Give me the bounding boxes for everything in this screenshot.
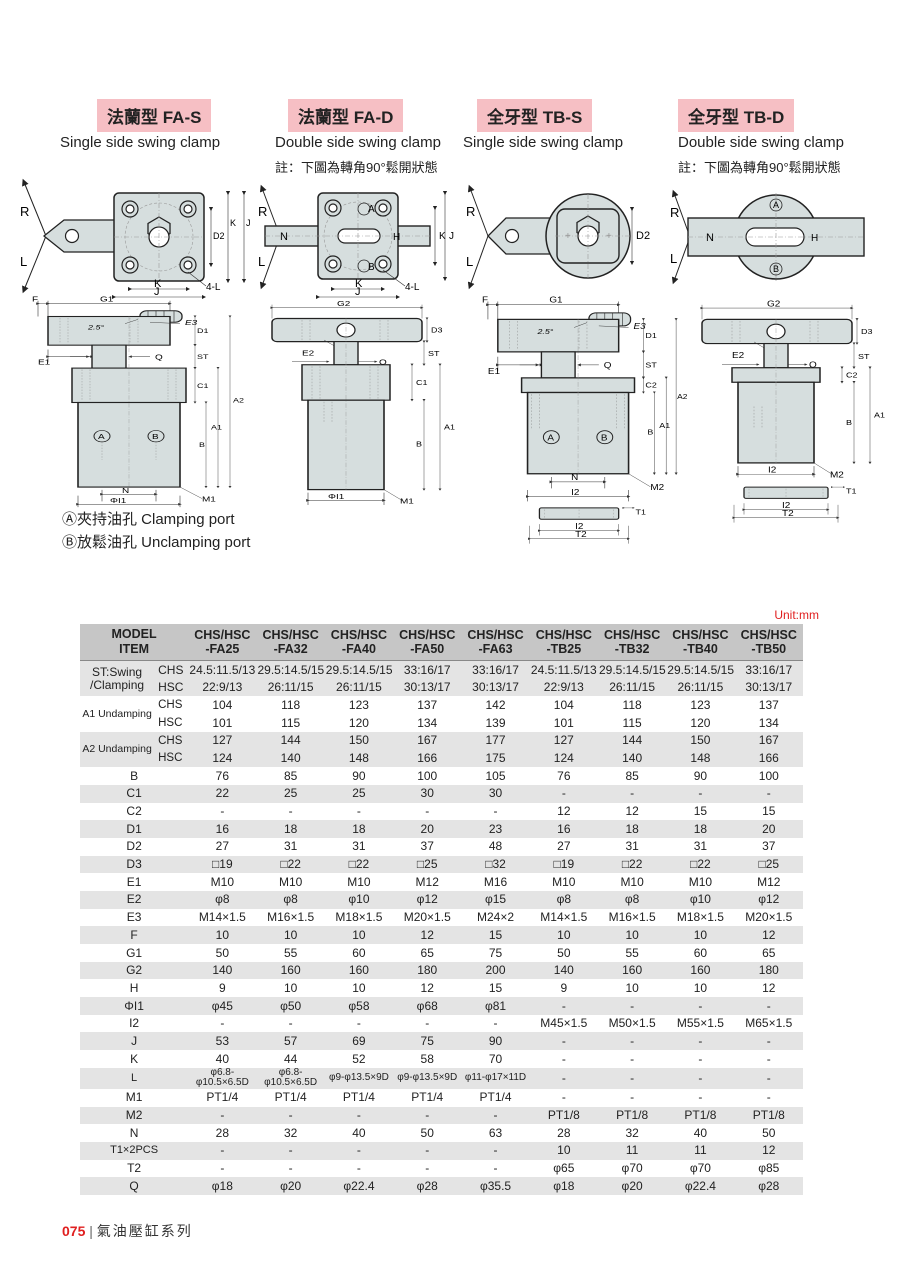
svg-text:Q: Q <box>155 353 163 361</box>
svg-text:L: L <box>466 254 473 269</box>
svg-text:C1: C1 <box>416 379 428 387</box>
svg-text:A: A <box>773 200 779 210</box>
svg-text:D3: D3 <box>861 328 873 336</box>
svg-text:+: + <box>565 231 571 242</box>
svg-text:D2: D2 <box>636 230 650 242</box>
svg-text:G2: G2 <box>337 300 350 308</box>
svg-text:M2: M2 <box>650 483 664 492</box>
svg-text:4-L: 4-L <box>206 282 221 293</box>
svg-text:E3: E3 <box>185 319 197 327</box>
svg-text:R: R <box>258 204 267 219</box>
svg-text:L: L <box>258 254 265 269</box>
svg-text:A: A <box>547 433 555 442</box>
svg-text:N: N <box>571 473 578 482</box>
svg-text:M1: M1 <box>202 495 216 503</box>
svg-text:L: L <box>20 254 27 269</box>
svg-text:B: B <box>846 419 853 427</box>
svg-text:E2: E2 <box>302 349 314 358</box>
svg-text:R: R <box>670 205 679 220</box>
svg-text:T1: T1 <box>636 508 647 516</box>
svg-text:T2: T2 <box>575 530 587 539</box>
svg-text:Q: Q <box>604 361 612 370</box>
svg-text:M1: M1 <box>400 497 414 505</box>
svg-text:N: N <box>280 231 288 243</box>
svg-text:F: F <box>32 295 38 303</box>
svg-text:2.5°: 2.5° <box>87 324 104 331</box>
svg-text:T1: T1 <box>846 487 857 495</box>
svg-text:N: N <box>706 232 714 244</box>
svg-text:N: N <box>122 486 129 494</box>
svg-text:D1: D1 <box>197 327 208 334</box>
svg-text:C2: C2 <box>846 371 858 379</box>
svg-text:C2: C2 <box>645 381 657 389</box>
svg-text:ST: ST <box>428 350 440 358</box>
svg-text:L: L <box>670 251 677 266</box>
svg-text:T2: T2 <box>782 509 794 518</box>
svg-text:R: R <box>466 204 475 219</box>
svg-text:D2: D2 <box>213 231 225 241</box>
svg-text:I2: I2 <box>768 465 776 474</box>
svg-text:B: B <box>773 264 779 274</box>
svg-text:E3: E3 <box>634 322 646 331</box>
svg-text:E1: E1 <box>488 367 500 376</box>
svg-text:ST: ST <box>858 353 869 361</box>
svg-text:ΦI1: ΦI1 <box>328 492 344 501</box>
svg-text:B: B <box>368 262 375 273</box>
svg-text:G2: G2 <box>767 300 780 308</box>
svg-text:A1: A1 <box>211 424 222 431</box>
svg-text:J: J <box>449 231 454 242</box>
svg-text:ST: ST <box>197 353 209 360</box>
svg-text:A2: A2 <box>677 393 687 401</box>
svg-text:A1: A1 <box>444 423 456 431</box>
svg-text:E2: E2 <box>732 351 744 360</box>
svg-text:M2: M2 <box>830 470 844 479</box>
svg-text:4-L: 4-L <box>405 282 420 293</box>
svg-text:H: H <box>811 233 818 244</box>
svg-text:G1: G1 <box>100 295 114 303</box>
svg-text:B: B <box>199 441 205 448</box>
svg-text:2.5°: 2.5° <box>536 328 554 336</box>
svg-text:B: B <box>647 428 653 436</box>
svg-text:R: R <box>20 204 29 219</box>
svg-text:ST: ST <box>645 361 656 369</box>
svg-text:C1: C1 <box>197 382 208 389</box>
svg-text:F: F <box>482 295 489 304</box>
svg-text:K: K <box>230 218 236 228</box>
svg-text:J: J <box>355 286 361 298</box>
svg-text:A1: A1 <box>659 422 670 430</box>
svg-text:A2: A2 <box>233 397 244 404</box>
svg-text:I2: I2 <box>571 488 579 497</box>
svg-text:B: B <box>601 433 608 442</box>
svg-text:D3: D3 <box>431 326 443 334</box>
svg-text:D1: D1 <box>645 332 657 340</box>
svg-text:G1: G1 <box>549 295 562 304</box>
svg-text:A1: A1 <box>874 412 885 420</box>
svg-text:+: + <box>606 231 612 242</box>
svg-text:B: B <box>152 432 159 440</box>
svg-text:ΦI1: ΦI1 <box>110 496 126 504</box>
svg-text:H: H <box>393 232 400 243</box>
svg-text:B: B <box>416 440 422 448</box>
svg-text:E1: E1 <box>38 358 50 366</box>
svg-text:A: A <box>98 432 105 440</box>
